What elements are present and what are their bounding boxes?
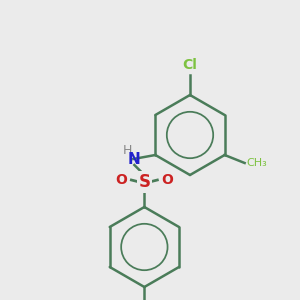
Text: Cl: Cl	[183, 58, 197, 72]
Text: O: O	[161, 173, 173, 187]
Text: O: O	[116, 173, 127, 187]
Text: H: H	[123, 144, 132, 157]
Text: S: S	[138, 173, 150, 191]
Text: CH₃: CH₃	[247, 158, 267, 168]
Text: N: N	[128, 152, 141, 167]
